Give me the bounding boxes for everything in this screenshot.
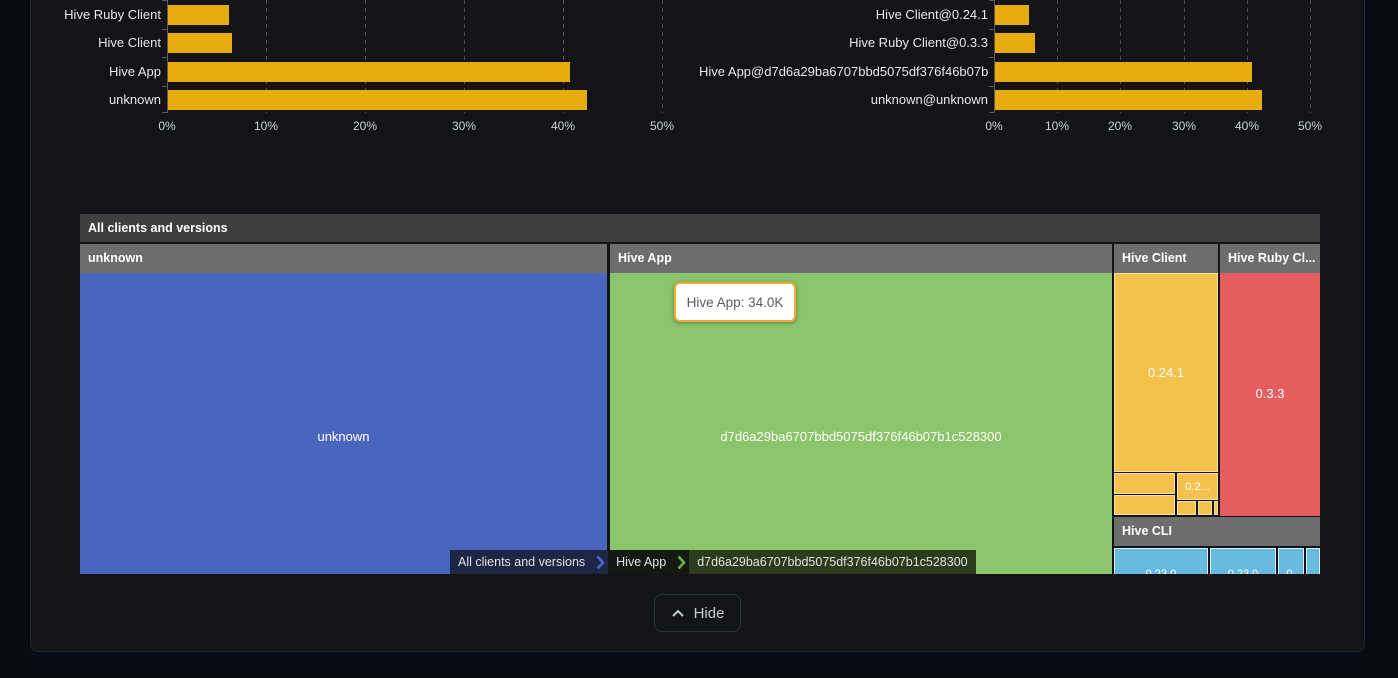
axis-tick (162, 29, 167, 30)
axis-tick (162, 57, 167, 58)
axis-tick (989, 86, 994, 87)
section-header-hive-app[interactable]: Hive App (610, 244, 1112, 273)
cell-hive-cli-small[interactable] (1306, 548, 1320, 574)
gridline (563, 0, 564, 113)
category-label: Hive App@d7d6a29ba6707bbd5075df376f46b07… (699, 64, 989, 79)
bar-hive-ruby-client-0-3-3[interactable] (995, 33, 1035, 53)
x-tick-label: 10% (253, 119, 279, 133)
category-label: Hive Client (98, 35, 161, 50)
category-label: Hive Ruby Client (64, 7, 161, 22)
gridline (1184, 0, 1185, 113)
bar-unknown[interactable] (168, 90, 587, 110)
breadcrumb-segment-4[interactable]: d7d6a29ba6707bbd5075df376f46b07b1c528300 (689, 550, 976, 574)
cell-hive-client-small[interactable] (1177, 501, 1196, 515)
bar-hive-ruby-client[interactable] (168, 5, 229, 25)
section-header-unknown[interactable]: unknown (80, 244, 607, 273)
category-label: Hive Client@0.24.1 (875, 7, 988, 22)
cell-hive-cli-0230[interactable] (1114, 548, 1208, 574)
gridline (1057, 0, 1058, 113)
cell-hive-client-small[interactable] (1214, 501, 1218, 515)
treemap-tooltip: Hive App: 34.0K (674, 282, 796, 322)
axis-tick (989, 57, 994, 58)
axis-tick (162, 0, 167, 1)
x-tick-label: 20% (352, 119, 378, 133)
axis-tick (989, 0, 994, 1)
x-tick-label: 50% (1297, 119, 1323, 133)
bar-unknown-unknown[interactable] (995, 90, 1262, 110)
cell-hive-cli-0230[interactable] (1210, 548, 1276, 574)
cell-hive-client-small[interactable] (1198, 501, 1212, 515)
client-version-share-bar-chart: 0% 10% 20% 30% 40% 50% Hive Client@0.24.1 Hive … (699, 0, 1398, 140)
hide-button-label: Hide (693, 604, 725, 622)
breadcrumb-segment-0[interactable]: All clients and versions (450, 550, 594, 574)
x-tick-label: 30% (451, 119, 477, 133)
x-tick-label: 20% (1107, 119, 1133, 133)
breadcrumb-segment-2[interactable]: Hive App (608, 550, 675, 574)
axis-tick (162, 86, 167, 87)
clients-versions-treemap: unknown d7d6a29ba6707bbd5075df376f46b07b1… (80, 214, 1320, 574)
x-tick-label: 0% (985, 119, 1003, 133)
category-label: Hive App (108, 64, 161, 79)
x-tick-label: 40% (550, 119, 576, 133)
category-label: unknown@unknown (870, 92, 988, 107)
x-tick-label: 50% (649, 119, 675, 133)
footer-row: Hide (30, 594, 1365, 632)
gridline (365, 0, 366, 113)
x-tick-label: 10% (1044, 119, 1070, 133)
gridline (1120, 0, 1121, 113)
bar-hive-app-d7d6a29ba6707bbd5075df376f46b07b[interactable] (995, 62, 1252, 82)
cell-hive-cli-0[interactable] (1278, 548, 1304, 574)
cell-hive-client-0241[interactable] (1114, 273, 1218, 472)
bar-hive-client-0-24-1[interactable] (995, 5, 1029, 25)
cell-hive-app[interactable] (610, 273, 1112, 574)
treemap-title[interactable]: All clients and versions (80, 214, 1320, 242)
x-tick-label: 0% (158, 119, 176, 133)
gridline (1310, 0, 1311, 113)
axis-tick (989, 29, 994, 30)
axis-tick (989, 112, 994, 113)
gridline (266, 0, 267, 113)
tooltip-text: Hive App: 34.0K (686, 294, 784, 310)
cell-hive-client-small[interactable] (1114, 473, 1175, 494)
x-tick-label: 30% (1171, 119, 1197, 133)
bar-hive-app[interactable] (168, 62, 570, 82)
bar-hive-client[interactable] (168, 33, 232, 53)
cell-hive-client-02[interactable] (1177, 473, 1218, 500)
client-share-bar-chart: 0% 10% 20% 30% 40% 50% Hive Ruby Client Hive Cl… (0, 0, 699, 140)
treemap-breadcrumb: All clients and versions Hive App d7d6a29b… (450, 550, 976, 574)
chevron-up-icon (671, 609, 684, 617)
section-header-hive-client[interactable]: Hive Client (1114, 244, 1218, 273)
gridline (464, 0, 465, 113)
category-label: unknown (108, 92, 161, 107)
axis-tick (162, 112, 167, 113)
cell-unknown[interactable] (80, 273, 607, 574)
category-label: Hive Ruby Client@0.3.3 (849, 35, 988, 50)
cell-hive-client-small[interactable] (1114, 495, 1175, 515)
breadcrumb-chevron-icon (674, 550, 690, 574)
y-axis-line (167, 0, 168, 113)
section-header-hive-cli[interactable]: Hive CLI (1114, 517, 1320, 546)
hide-button[interactable]: Hide (653, 594, 742, 632)
breadcrumb-chevron-icon (593, 550, 609, 574)
gridline (1247, 0, 1248, 113)
cell-hive-ruby-033[interactable] (1220, 273, 1320, 516)
section-header-hive-ruby-client[interactable]: Hive Ruby Cl... (1220, 244, 1320, 273)
gridline (662, 0, 663, 113)
x-tick-label: 40% (1234, 119, 1260, 133)
y-axis-line (994, 0, 995, 113)
